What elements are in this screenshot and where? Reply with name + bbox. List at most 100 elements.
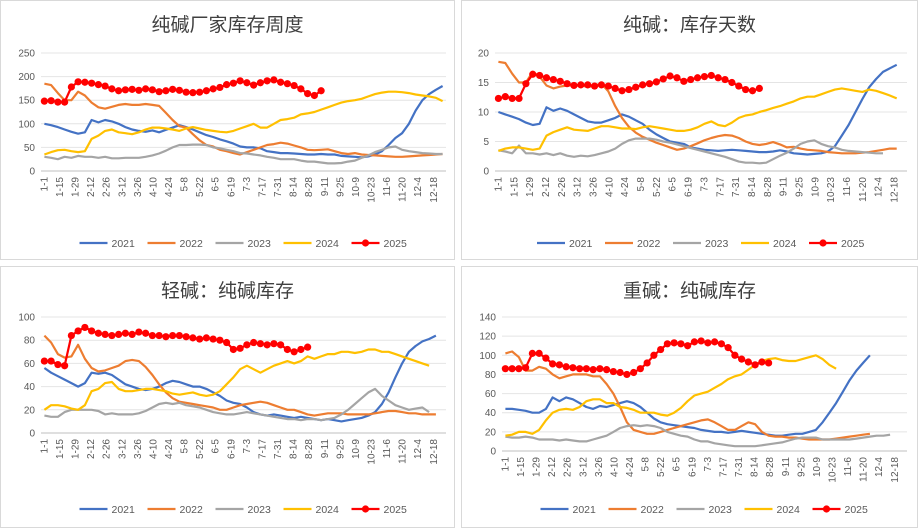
data-point-2025: [297, 85, 305, 93]
chart-title: 重碱：纯碱库存: [622, 280, 756, 302]
x-tick-label: 10-23: [366, 439, 377, 465]
y-tick-label: 150: [18, 96, 35, 107]
series-2024: [505, 354, 837, 437]
y-tick-label: 5: [483, 137, 489, 148]
data-point-2025: [61, 98, 69, 106]
data-point-2025: [67, 331, 75, 340]
data-point-2025: [175, 331, 183, 340]
data-point-2025: [700, 73, 709, 81]
x-tick-label: 3-12: [573, 177, 584, 197]
data-point-2025: [742, 85, 750, 94]
data-point-2025: [576, 365, 584, 373]
data-point-2025: [724, 344, 732, 352]
x-tick-label: 7-31: [273, 177, 284, 197]
x-tick-label: 11-6: [842, 177, 853, 197]
data-point-2025: [659, 75, 667, 83]
data-point-2025: [542, 354, 550, 362]
data-point-2025: [304, 89, 312, 98]
data-point-2025: [283, 345, 291, 354]
legend-label: 2024: [773, 238, 797, 250]
x-tick-label: 5-22: [195, 177, 206, 197]
data-point-2025: [670, 339, 678, 347]
data-point-2025: [283, 80, 291, 88]
data-point-2025: [223, 338, 231, 347]
legend-marker-2025: [361, 239, 370, 247]
data-point-2025: [47, 357, 55, 365]
data-point-2025: [81, 323, 89, 332]
series-2022: [505, 350, 871, 441]
x-tick-label: 2-12: [86, 439, 97, 459]
data-point-2025: [54, 98, 62, 106]
series-line-2023: [505, 424, 891, 448]
x-tick-label: 7-31: [734, 457, 745, 477]
x-tick-label: 7-3: [699, 177, 710, 192]
x-tick-label: 5-8: [180, 439, 191, 454]
data-point-2025: [616, 368, 624, 377]
x-tick-label: 8-14: [289, 177, 300, 197]
data-point-2025: [128, 330, 136, 338]
series-2023: [44, 143, 443, 165]
legend-label: 2024: [316, 504, 340, 516]
data-point-2025: [549, 75, 557, 84]
legend: 2021 2022 2023 2024 2025: [79, 238, 407, 250]
data-point-2025: [666, 72, 674, 80]
legend-label: 2024: [316, 238, 340, 250]
data-point-2025: [196, 335, 204, 343]
x-tick-label: 7-3: [242, 177, 253, 192]
data-point-2025: [529, 70, 537, 78]
x-tick-label: 5-22: [656, 457, 667, 477]
y-tick-label: 80: [24, 336, 36, 347]
series-2024: [498, 87, 898, 152]
data-point-2025: [684, 342, 692, 350]
data-point-2025: [229, 79, 237, 87]
data-point-2025: [625, 85, 633, 94]
legend-label: 2023: [705, 238, 729, 250]
x-tick-label: 1-15: [55, 439, 66, 459]
x-tick-label: 3-26: [594, 457, 605, 477]
data-point-2025: [697, 337, 705, 345]
x-tick-label: 9-11: [320, 177, 331, 197]
data-point-2025: [536, 71, 544, 80]
x-tick-label: 1-1: [39, 439, 50, 454]
x-tick-label: 2-26: [557, 177, 568, 197]
x-tick-label: 2-26: [102, 177, 113, 197]
x-tick-label: 1-29: [71, 439, 82, 459]
data-point-2025: [522, 80, 530, 88]
data-point-2025: [707, 71, 715, 80]
data-point-2025: [758, 358, 766, 366]
legend-label: 2022: [641, 504, 665, 516]
y-tick-label: 100: [479, 351, 496, 362]
x-tick-label: 9-11: [779, 177, 790, 197]
data-point-2025: [81, 78, 89, 86]
legend-marker-2025: [361, 505, 370, 513]
x-tick-label: 1-15: [516, 457, 527, 477]
data-point-2025: [717, 340, 725, 348]
x-tick-label: 4-10: [609, 457, 620, 477]
data-point-2025: [223, 81, 231, 89]
data-point-2025: [597, 81, 606, 89]
series-2024: [43, 348, 430, 411]
x-tick-label: 12-18: [890, 177, 901, 203]
data-point-2025: [88, 327, 96, 335]
x-tick-label: 3-26: [133, 177, 144, 197]
x-tick-label: 9-25: [796, 457, 807, 477]
data-point-2025: [290, 81, 298, 90]
data-point-2025: [243, 79, 251, 87]
data-point-2025: [618, 87, 626, 95]
y-tick-label: 140: [479, 313, 496, 324]
data-point-2025: [611, 84, 619, 92]
x-tick-label: 1-29: [525, 177, 536, 197]
data-point-2025: [645, 80, 654, 88]
series-line-2023: [498, 137, 883, 165]
series-line-2025: [505, 339, 769, 376]
chart-panel-light-soda-inventory: 轻碱：纯碱库存 0 20 40 60 80 100 1-1 1-15 1-29 2-12 2-26 3…: [0, 266, 455, 528]
x-tick-label: 12-18: [890, 457, 901, 483]
legend-label: 2022: [180, 504, 204, 516]
y-tick-label: 20: [485, 427, 497, 438]
data-point-2025: [556, 77, 564, 85]
legend-label: 2023: [248, 504, 272, 516]
data-point-2025: [693, 74, 702, 82]
data-point-2025: [494, 94, 503, 103]
data-point-2025: [74, 327, 82, 335]
series-line-2021: [505, 354, 871, 437]
